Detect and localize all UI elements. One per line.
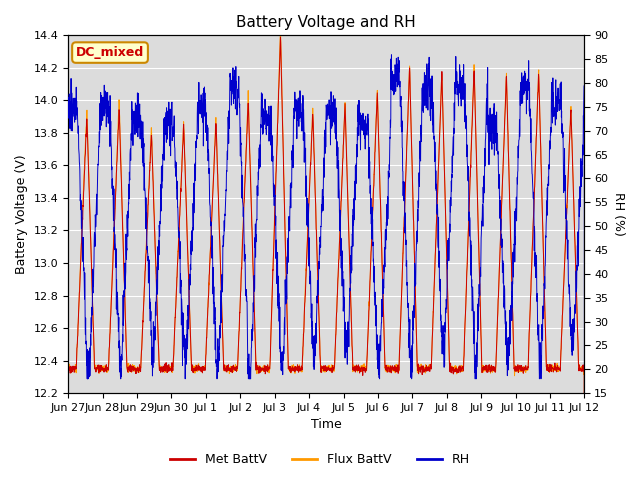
Y-axis label: Battery Voltage (V): Battery Voltage (V) xyxy=(15,155,28,274)
Legend: Met BattV, Flux BattV, RH: Met BattV, Flux BattV, RH xyxy=(165,448,475,471)
Y-axis label: RH (%): RH (%) xyxy=(612,192,625,236)
Text: DC_mixed: DC_mixed xyxy=(76,46,144,59)
Title: Battery Voltage and RH: Battery Voltage and RH xyxy=(236,15,416,30)
X-axis label: Time: Time xyxy=(311,419,342,432)
